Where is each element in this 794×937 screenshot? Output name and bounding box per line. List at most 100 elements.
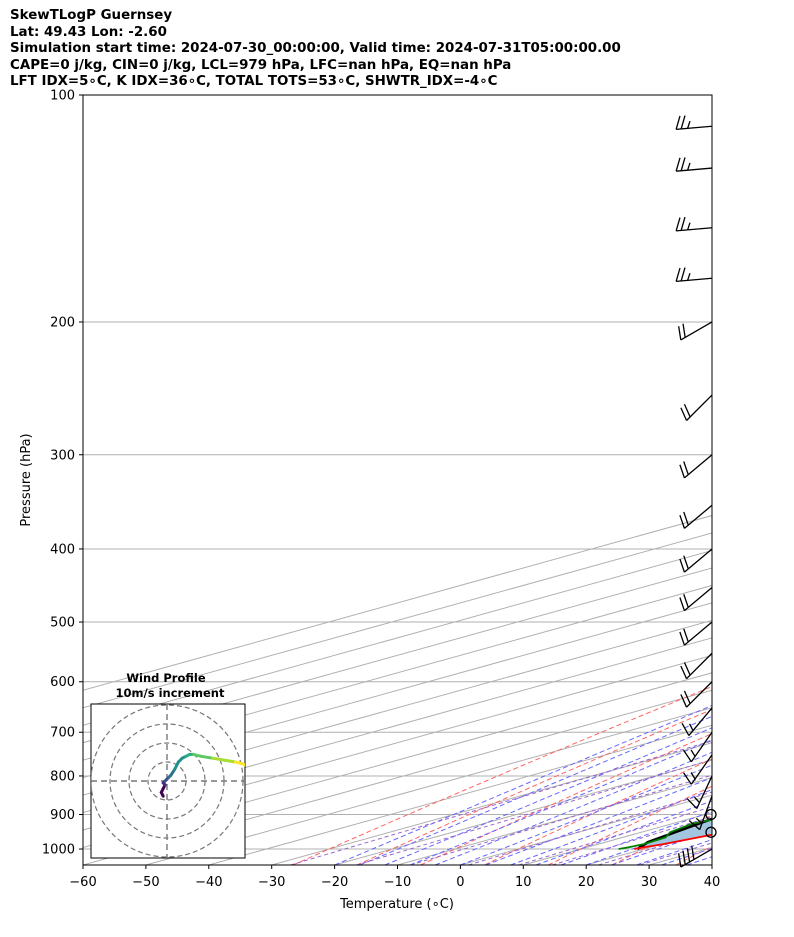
barb-flag [683,662,691,676]
x-tick-label: 0 [456,875,464,890]
dry-adiabat [548,785,712,865]
x-tick-label: −40 [195,875,222,890]
moist-adiabat [535,800,712,865]
wind-barb [686,775,713,810]
barb-staff [684,454,713,479]
barb-staff [676,125,713,130]
barb-flag [683,461,689,475]
wind-barb [679,621,713,646]
barb-flag [679,631,686,646]
y-tick-label: 600 [50,675,75,690]
moist-adiabat [560,810,712,865]
wind-barb [678,321,713,341]
x-tick-label: −30 [258,875,285,890]
barb-staff [684,504,713,529]
x-tick-label: −50 [132,875,159,890]
barb-staff [696,775,713,809]
barb-flag [680,665,688,679]
moist-adiabat [409,739,712,865]
isotherm [334,759,712,865]
x-tick-label: 10 [515,875,532,890]
barb-flag [679,597,686,611]
barb-flag [680,216,686,231]
x-tick-label: 40 [704,875,721,890]
dry-adiabat [484,758,712,865]
dry-adiabat [356,708,712,865]
mixing-ratio-line [468,791,712,865]
isotherm [460,794,712,865]
moist-adiabat [485,777,712,865]
wind-barb [680,681,713,708]
hodograph-subtitle: 10m/s increment [116,686,225,700]
barb-flag [680,694,688,708]
title-line-station: SkewTLogP Guernsey [10,8,173,23]
barb-staff [676,227,713,232]
barb-flag [679,514,686,529]
barb-half-flag [686,272,691,281]
barb-flag [682,850,686,865]
dry-adiabat [675,845,712,865]
barb-flag [691,845,695,860]
wind-barb [681,707,713,736]
barb-half-flag [686,162,691,171]
barb-flag [675,267,681,282]
temperature-line [634,833,712,850]
barb-staff [688,707,713,736]
barb-half-flag [695,817,703,825]
barb-staff [684,548,713,573]
hodograph-title: Wind Profile [126,671,206,685]
barb-flag [680,407,688,421]
barb-flag [686,798,698,810]
chart-title-block: SkewTLogP Guernsey Lat: 49.43 Lon: -2.60… [10,8,621,91]
barb-flag [683,628,689,643]
barb-flag [686,848,691,863]
barb-flag [683,511,689,526]
barb-staff [676,277,713,283]
y-tick-label: 700 [50,726,75,741]
barb-flag [680,157,686,171]
mixing-ratio-line [290,740,712,865]
wind-barb [679,454,713,479]
barb-staff [680,848,713,868]
title-line-indices: LFT IDX=5∘C, K IDX=36∘C, TOTAL TOTS=53∘C… [10,74,498,90]
isotherm [83,619,712,796]
y-tick-label: 300 [50,448,75,463]
calm-wind-circle [705,826,717,838]
barb-flag [688,819,701,831]
barb-staff [680,321,713,341]
wind-barb [675,157,713,172]
isotherm [83,637,712,814]
isotherm [83,654,712,831]
barb-half-flag [689,723,694,731]
hodograph-inset: Wind Profile 10m/s increment [90,671,246,859]
barb-flag [683,749,692,763]
barb-half-flag [686,120,691,129]
mixing-ratio-line [410,774,712,865]
wind-barb [679,587,713,612]
x-tick-label: −60 [69,875,96,890]
barb-flag [675,115,681,130]
isotherm [711,864,712,865]
barb-flag [678,326,682,341]
barb-flag [679,464,686,479]
barb-staff [684,621,713,646]
hodograph-plot [91,704,245,858]
wind-barb [678,845,713,868]
wind-barb [675,115,713,130]
y-tick-label: 1000 [42,843,75,858]
y-axis-label: Pressure (hPa) [19,433,34,526]
dry-adiabat [611,814,712,865]
moist-adiabat [384,727,712,865]
chart-axes: −60 −50 −40 −30 −20 −10 0 10 20 30 40 100 200 300 400 5… [42,89,720,891]
wind-barbs [675,115,717,868]
moist-adiabat [334,704,712,865]
barb-staff [686,394,713,421]
barb-half-flag [693,796,701,804]
y-tick-label: 100 [50,89,75,104]
hodograph-trace-segment [199,754,215,760]
hodograph-trace-segment [241,762,245,767]
barb-staff [686,652,713,680]
x-axis-label: Temperature (∘C) [339,897,454,912]
barb-flag [683,772,692,785]
